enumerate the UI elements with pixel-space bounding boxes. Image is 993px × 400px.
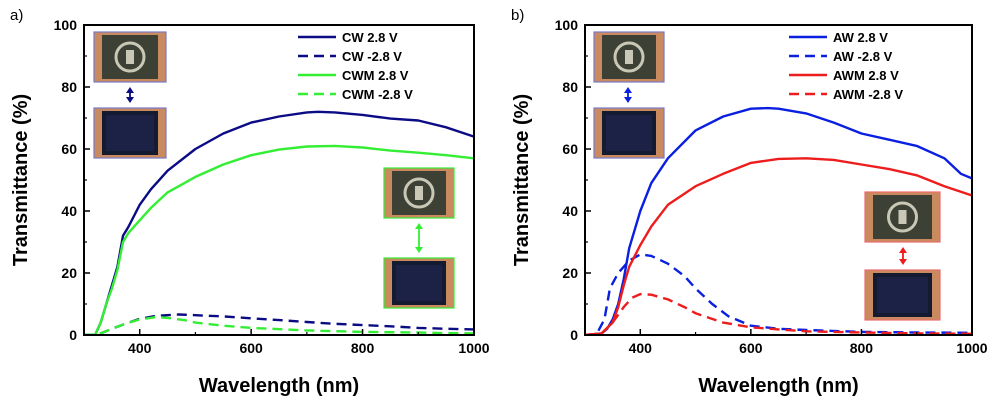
panel-b: b) 400 600 800 1000 0 20 40 60 80 100 Wavelength (n… — [511, 7, 988, 397]
arrow-head-down — [899, 259, 907, 265]
y-tick-label: 60 — [562, 141, 578, 157]
legend-label: AW 2.8 V — [833, 30, 888, 45]
device-photo-transparent-logo-ring — [887, 201, 918, 233]
arrow-head-down — [415, 247, 423, 253]
legend: CW 2.8 V CW -2.8 V CWM 2.8 V CWM -2.8 V — [298, 30, 413, 102]
series-line-cwm-2-8-v — [84, 315, 474, 335]
device-photo-dark-tint — [106, 115, 154, 151]
device-photo-transparent — [864, 191, 941, 243]
arrow-head-up — [126, 87, 134, 93]
y-tick-label: 100 — [54, 17, 78, 33]
device-photo-dark-tint — [606, 115, 652, 151]
arrow-head-up — [624, 87, 632, 93]
device-photo-transparent-logo-center — [126, 50, 134, 64]
x-tick-label: 1000 — [458, 340, 489, 356]
device-photo-dark — [864, 269, 941, 321]
device-photo-transparent-logo-center — [625, 50, 633, 64]
y-tick-label: 80 — [61, 79, 77, 95]
series-group — [84, 110, 474, 335]
panel-label: b) — [511, 7, 524, 24]
x-tick-label: 400 — [629, 340, 653, 356]
x-axis-title: Wavelength (nm) — [199, 375, 359, 397]
arrow-head-down — [126, 97, 134, 103]
x-tick-label: 1000 — [956, 340, 987, 356]
legend: AW 2.8 V AW -2.8 V AWM 2.8 V AWM -2.8 V — [789, 30, 903, 102]
y-tick-label: 80 — [562, 79, 578, 95]
device-photo-transparent-logo-center — [415, 186, 423, 200]
legend-label: CWM 2.8 V — [342, 68, 409, 83]
device-photo-transparent-logo-center — [898, 210, 907, 224]
y-tick-label: 20 — [61, 265, 77, 281]
inset-device-photos — [93, 31, 167, 159]
arrow-head-up — [899, 247, 907, 253]
device-photo-dark — [383, 257, 455, 309]
legend-label: CW -2.8 V — [342, 49, 402, 64]
inset-device-photos — [383, 167, 455, 309]
device-photo-transparent — [593, 31, 665, 83]
y-tick-label: 100 — [555, 17, 579, 33]
legend-label: CWM -2.8 V — [342, 87, 413, 102]
device-photo-transparent — [93, 31, 167, 83]
series-line-cw-2-8-v — [84, 313, 474, 335]
x-tick-label: 800 — [351, 340, 375, 356]
legend-label: AWM -2.8 V — [833, 87, 903, 102]
device-photo-dark — [593, 107, 665, 159]
y-axis-title: Transmittance (%) — [10, 94, 32, 266]
y-tick-label: 40 — [61, 203, 77, 219]
y-tick-label: 0 — [570, 327, 578, 343]
series-line-awm-2-8-v — [585, 292, 972, 335]
series-group — [585, 106, 972, 335]
inset-device-photos — [593, 31, 665, 159]
device-photo-transparent-logo-ring — [114, 41, 146, 73]
y-tick-label: 40 — [562, 203, 578, 219]
y-tick-label: 60 — [61, 141, 77, 157]
y-axis-title: Transmittance (%) — [511, 94, 533, 266]
legend-label: AWM 2.8 V — [833, 68, 899, 83]
x-tick-label: 400 — [128, 340, 152, 356]
series-line-cwm-2-8-v — [84, 144, 474, 335]
device-photo-transparent — [383, 167, 455, 219]
legend-label: CW 2.8 V — [342, 30, 398, 45]
x-tick-label: 800 — [850, 340, 874, 356]
x-axis-title: Wavelength (nm) — [698, 375, 858, 397]
series-line-awm-2-8-v — [585, 157, 972, 335]
device-photo-transparent-logo-ring — [403, 177, 435, 209]
device-photo-dark-tint — [877, 277, 928, 313]
arrow-head-down — [624, 97, 632, 103]
device-photo-dark-tint — [396, 265, 442, 301]
arrow-head-up — [415, 223, 423, 229]
device-photo-transparent-logo-ring — [613, 41, 645, 73]
inset-device-photos — [864, 191, 941, 321]
device-photo-dark — [93, 107, 167, 159]
panel-a: a) 400 600 800 1000 0 20 40 60 80 100 Wavelength (n… — [10, 7, 490, 397]
y-tick-label: 20 — [562, 265, 578, 281]
x-tick-label: 600 — [739, 340, 763, 356]
legend-label: AW -2.8 V — [833, 49, 893, 64]
panel-label: a) — [10, 7, 23, 24]
x-tick-label: 600 — [239, 340, 263, 356]
y-tick-label: 0 — [69, 327, 77, 343]
series-line-aw-2-8-v — [585, 253, 972, 335]
